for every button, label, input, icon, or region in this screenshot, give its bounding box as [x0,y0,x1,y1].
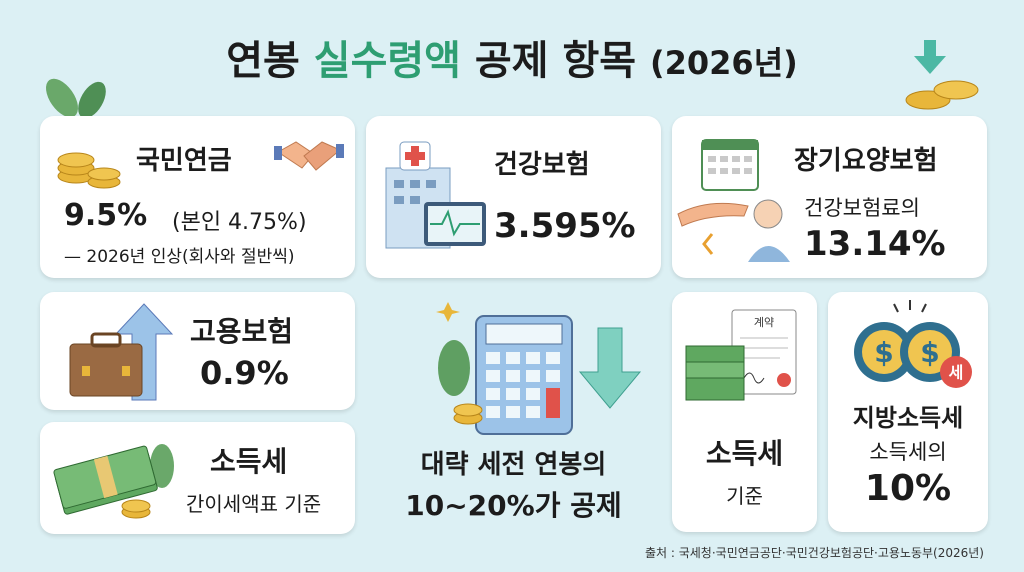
card-value: 13.14% [804,224,946,264]
source: 출처 : 국세청·국민연금공단·국민건강보험공단·고용노동부(2026년) [644,546,984,560]
title-highlight: 실수령액 [313,38,461,84]
tax-coins-icon: $ $ 세 [854,300,972,388]
briefcase-icon [69,303,174,401]
card-value: 9.5% [64,198,148,233]
card-heading: 고용보험 [190,315,294,348]
summary-line: 10~20%가 공제 [405,489,622,522]
title-part: 연봉 [226,38,300,84]
card-health: 건강보험 3.595% [366,116,661,278]
card-note: 건강보험료의 [804,196,920,220]
card-heading: 건강보험 [494,150,590,180]
card-heading: 소득세 [210,445,288,478]
card-local-income-tax: $ $ 세 지방소득세 소득세의 10% [828,292,988,532]
calculator-icon [436,302,642,435]
card-subnote: — 2026년 인상(회사와 절반씩) [64,247,295,267]
card-heading: 소득세 [705,437,784,470]
card-heading: 장기요양보험 [794,146,938,176]
hospital-icon [385,141,486,249]
care-icon [677,139,790,262]
card-heading: 지방소득세 [852,404,964,432]
card-note: 소득세의 [869,440,947,464]
coins-icon [57,152,121,189]
svg-text:$: $ [920,336,939,369]
leaf-icon [46,78,106,119]
card-income-tax: 소득세 간이세액표 기준 [40,422,355,534]
contract-label: 계약 [754,315,774,329]
title-part: 공제 항목 [474,38,637,84]
money-icon [53,444,174,519]
card-note: 기준 [726,484,763,508]
card-value: 3.595% [494,206,636,246]
title: 연봉 실수령액 공제 항목 (2026년) [0,28,1024,86]
card-pension: 국민연금 9.5% (본인 4.75%) — 2026년 인상(회사와 절반씩) [40,116,355,278]
card-employment: 고용보험 0.9% [40,292,355,410]
card-note: 간이세액표 기준 [186,492,322,516]
card-value: 10% [864,468,952,509]
tax-badge: 세 [949,363,964,382]
card-value: 0.9% [200,354,289,392]
summary-line: 대략 세전 연봉의 [420,450,607,480]
coin-arrow-icon [905,40,979,110]
contract-icon: 계약 [685,309,797,401]
card-heading: 국민연금 [136,146,232,176]
handshake-icon [274,141,344,171]
card-income-tax-basis: 계약 소득세 기준 [672,292,817,532]
title-year: (2026년) [650,44,798,82]
card-longterm-care: 장기요양보험 건강보험료의 13.14% [672,116,987,278]
svg-text:$: $ [874,336,893,369]
card-note: (본인 4.75%) [172,210,307,235]
